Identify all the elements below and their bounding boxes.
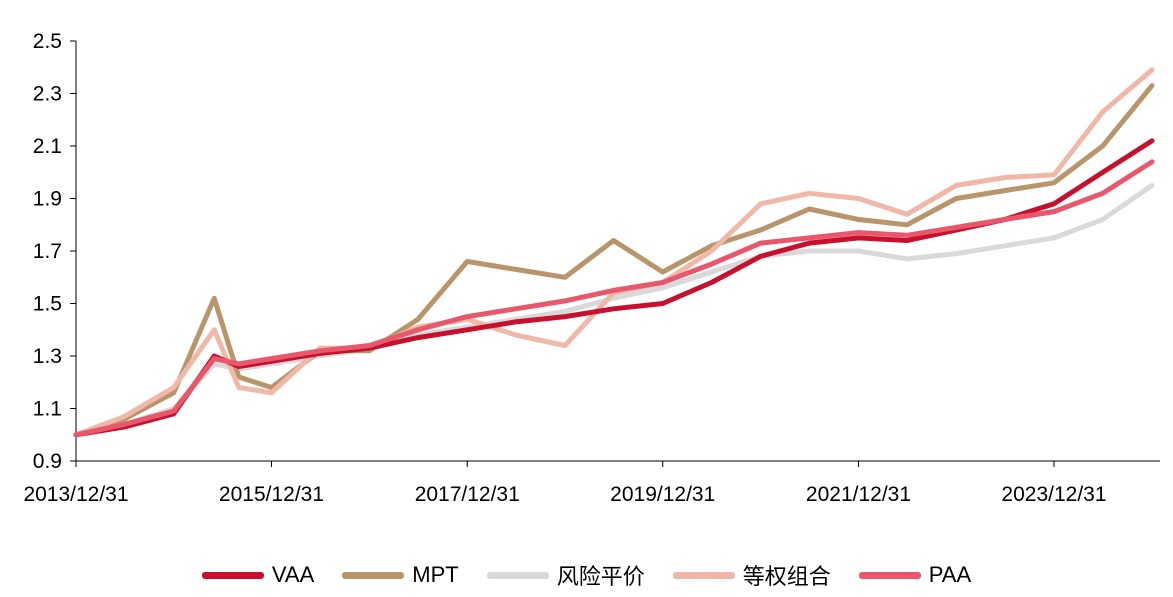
legend-swatch (672, 571, 735, 579)
axes: 2.5 2.3 2.1 1.9 1.7 1.5 1.3 1.1 0.9 2013/12/31 201… (23, 30, 1160, 506)
line-chart: 2.5 2.3 2.1 1.9 1.7 1.5 1.3 1.1 0.9 2013/12/31 201… (23, 30, 1160, 506)
x-tick-label: 2021/12/31 (806, 483, 911, 506)
y-tick-label: 1.5 (33, 293, 62, 316)
legend-swatch (342, 571, 405, 579)
legend-label: MPT (412, 562, 459, 587)
y-tick-label: 1.9 (33, 188, 62, 211)
x-tick-label: 2019/12/31 (610, 483, 715, 506)
legend-item: PAA (858, 562, 972, 588)
legend-swatch (201, 571, 264, 579)
series-layer (73, 67, 1155, 438)
legend-swatch (486, 571, 549, 579)
x-tick-label: 2023/12/31 (1001, 483, 1106, 506)
legend-label: 等权组合 (742, 564, 831, 589)
series-line-4 (73, 67, 1155, 438)
legend: VAA MPT 风险平价 等权组合 PAA (0, 557, 1173, 593)
y-tick-label: 1.1 (33, 398, 62, 421)
y-tick-label: 2.1 (33, 135, 62, 158)
y-tick-label: 2.5 (33, 30, 62, 53)
x-tick-label: 2013/12/31 (23, 483, 128, 506)
y-tick-label: 1.7 (33, 240, 62, 263)
legend-label: PAA (928, 562, 972, 587)
legend-label: VAA (271, 562, 315, 587)
legend-item: 风险平价 (486, 559, 645, 591)
y-tick-label: 1.3 (33, 345, 62, 368)
y-tick-label: 2.3 (33, 83, 62, 106)
y-tick-label: 0.9 (33, 450, 62, 473)
x-tick-label: 2017/12/31 (415, 483, 520, 506)
legend-label: 风险平价 (556, 564, 645, 589)
legend-item: 等权组合 (672, 559, 831, 591)
legend-item: VAA (201, 562, 315, 588)
legend-item: MPT (342, 562, 459, 588)
series-line-5 (73, 159, 1155, 438)
legend-swatch (858, 571, 921, 579)
x-tick-label: 2015/12/31 (219, 483, 324, 506)
